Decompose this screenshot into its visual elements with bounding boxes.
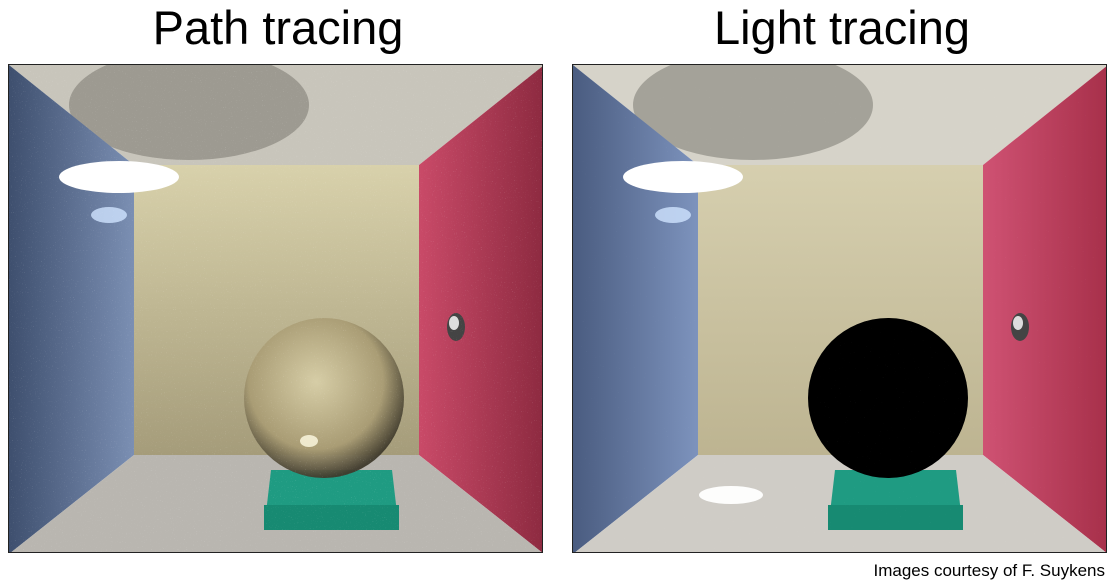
image-credit: Images courtesy of F. Suykens <box>873 561 1106 580</box>
path-tracing-title: Path tracing <box>152 1 404 54</box>
light-tracing-title: Light tracing <box>713 1 971 54</box>
light-tracing-image <box>572 64 1107 553</box>
path-tracing-image <box>8 64 543 553</box>
